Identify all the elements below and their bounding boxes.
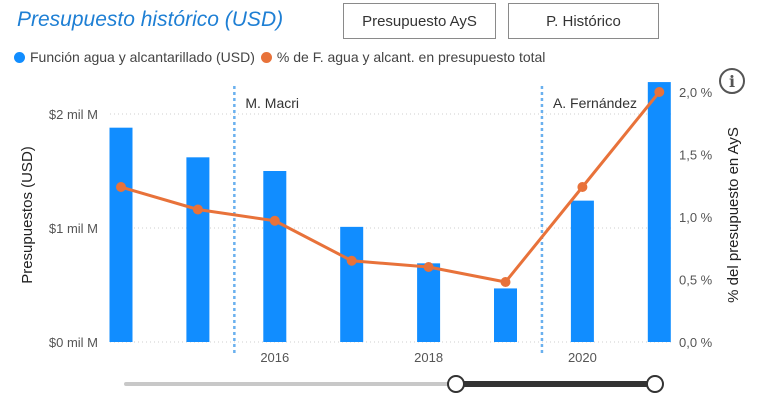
y-left-axis-title: Presupuestos (USD) bbox=[19, 146, 36, 284]
series-line bbox=[120, 91, 661, 284]
range-slider-start-handle[interactable] bbox=[447, 375, 465, 393]
bar bbox=[109, 127, 133, 343]
info-icon[interactable]: i bbox=[719, 68, 745, 94]
page-title: Presupuesto histórico (USD) bbox=[17, 8, 284, 31]
line-point bbox=[116, 182, 126, 192]
line-point bbox=[269, 215, 280, 226]
line-point bbox=[423, 262, 434, 272]
legend-dot-line bbox=[260, 51, 272, 63]
bar bbox=[494, 288, 517, 342]
line-point bbox=[654, 87, 665, 97]
bar bbox=[340, 226, 364, 342]
bar bbox=[263, 171, 287, 342]
range-slider-track[interactable] bbox=[124, 382, 658, 386]
annotation-label: A. Fernández bbox=[553, 95, 637, 111]
bar bbox=[417, 263, 441, 342]
line-point bbox=[346, 255, 357, 266]
x-tick-label: 2020 bbox=[568, 350, 597, 365]
legend-label-bar: Función agua y alcantarillado (USD) bbox=[30, 49, 255, 65]
legend-dot-bar bbox=[14, 51, 25, 63]
bar bbox=[570, 200, 594, 342]
y-left-tick-label: $2 mil M bbox=[49, 107, 98, 122]
y-right-tick-label: 1,5 % bbox=[679, 148, 713, 163]
y-right-tick-label: 2,0 % bbox=[679, 85, 713, 100]
historico-button[interactable]: P. Histórico bbox=[508, 3, 659, 39]
bar bbox=[186, 157, 210, 342]
y-right-tick-label: 1,0 % bbox=[679, 210, 713, 225]
legend-label-line: % de F. agua y alcant. en presupuesto to… bbox=[276, 49, 546, 65]
y-left-tick-label: $1 mil M bbox=[49, 221, 98, 236]
y-left-tick-label: $0 mil M bbox=[49, 335, 98, 350]
line-point bbox=[577, 182, 588, 192]
chart-legend: Función agua y alcantarillado (USD) % de… bbox=[14, 49, 551, 65]
legend-item-bar[interactable]: Función agua y alcantarillado (USD) bbox=[14, 49, 255, 65]
annotation-label: M. Macri bbox=[245, 95, 299, 111]
legend-item-line[interactable]: % de F. agua y alcant. en presupuesto to… bbox=[260, 49, 546, 65]
bar bbox=[647, 82, 671, 342]
line-point bbox=[500, 277, 511, 287]
y-right-tick-label: 0,5 % bbox=[679, 273, 713, 288]
x-tick-label: 2018 bbox=[414, 350, 443, 365]
range-slider-selection[interactable] bbox=[456, 381, 656, 387]
y-right-tick-label: 0,0 % bbox=[679, 335, 713, 350]
range-slider-end-handle[interactable] bbox=[646, 375, 664, 393]
y-right-axis-title: % del presupuesto en AyS bbox=[725, 127, 742, 303]
presupuesto-ays-button[interactable]: Presupuesto AyS bbox=[343, 3, 496, 39]
x-tick-label: 2016 bbox=[260, 350, 289, 365]
line-point bbox=[192, 204, 203, 215]
